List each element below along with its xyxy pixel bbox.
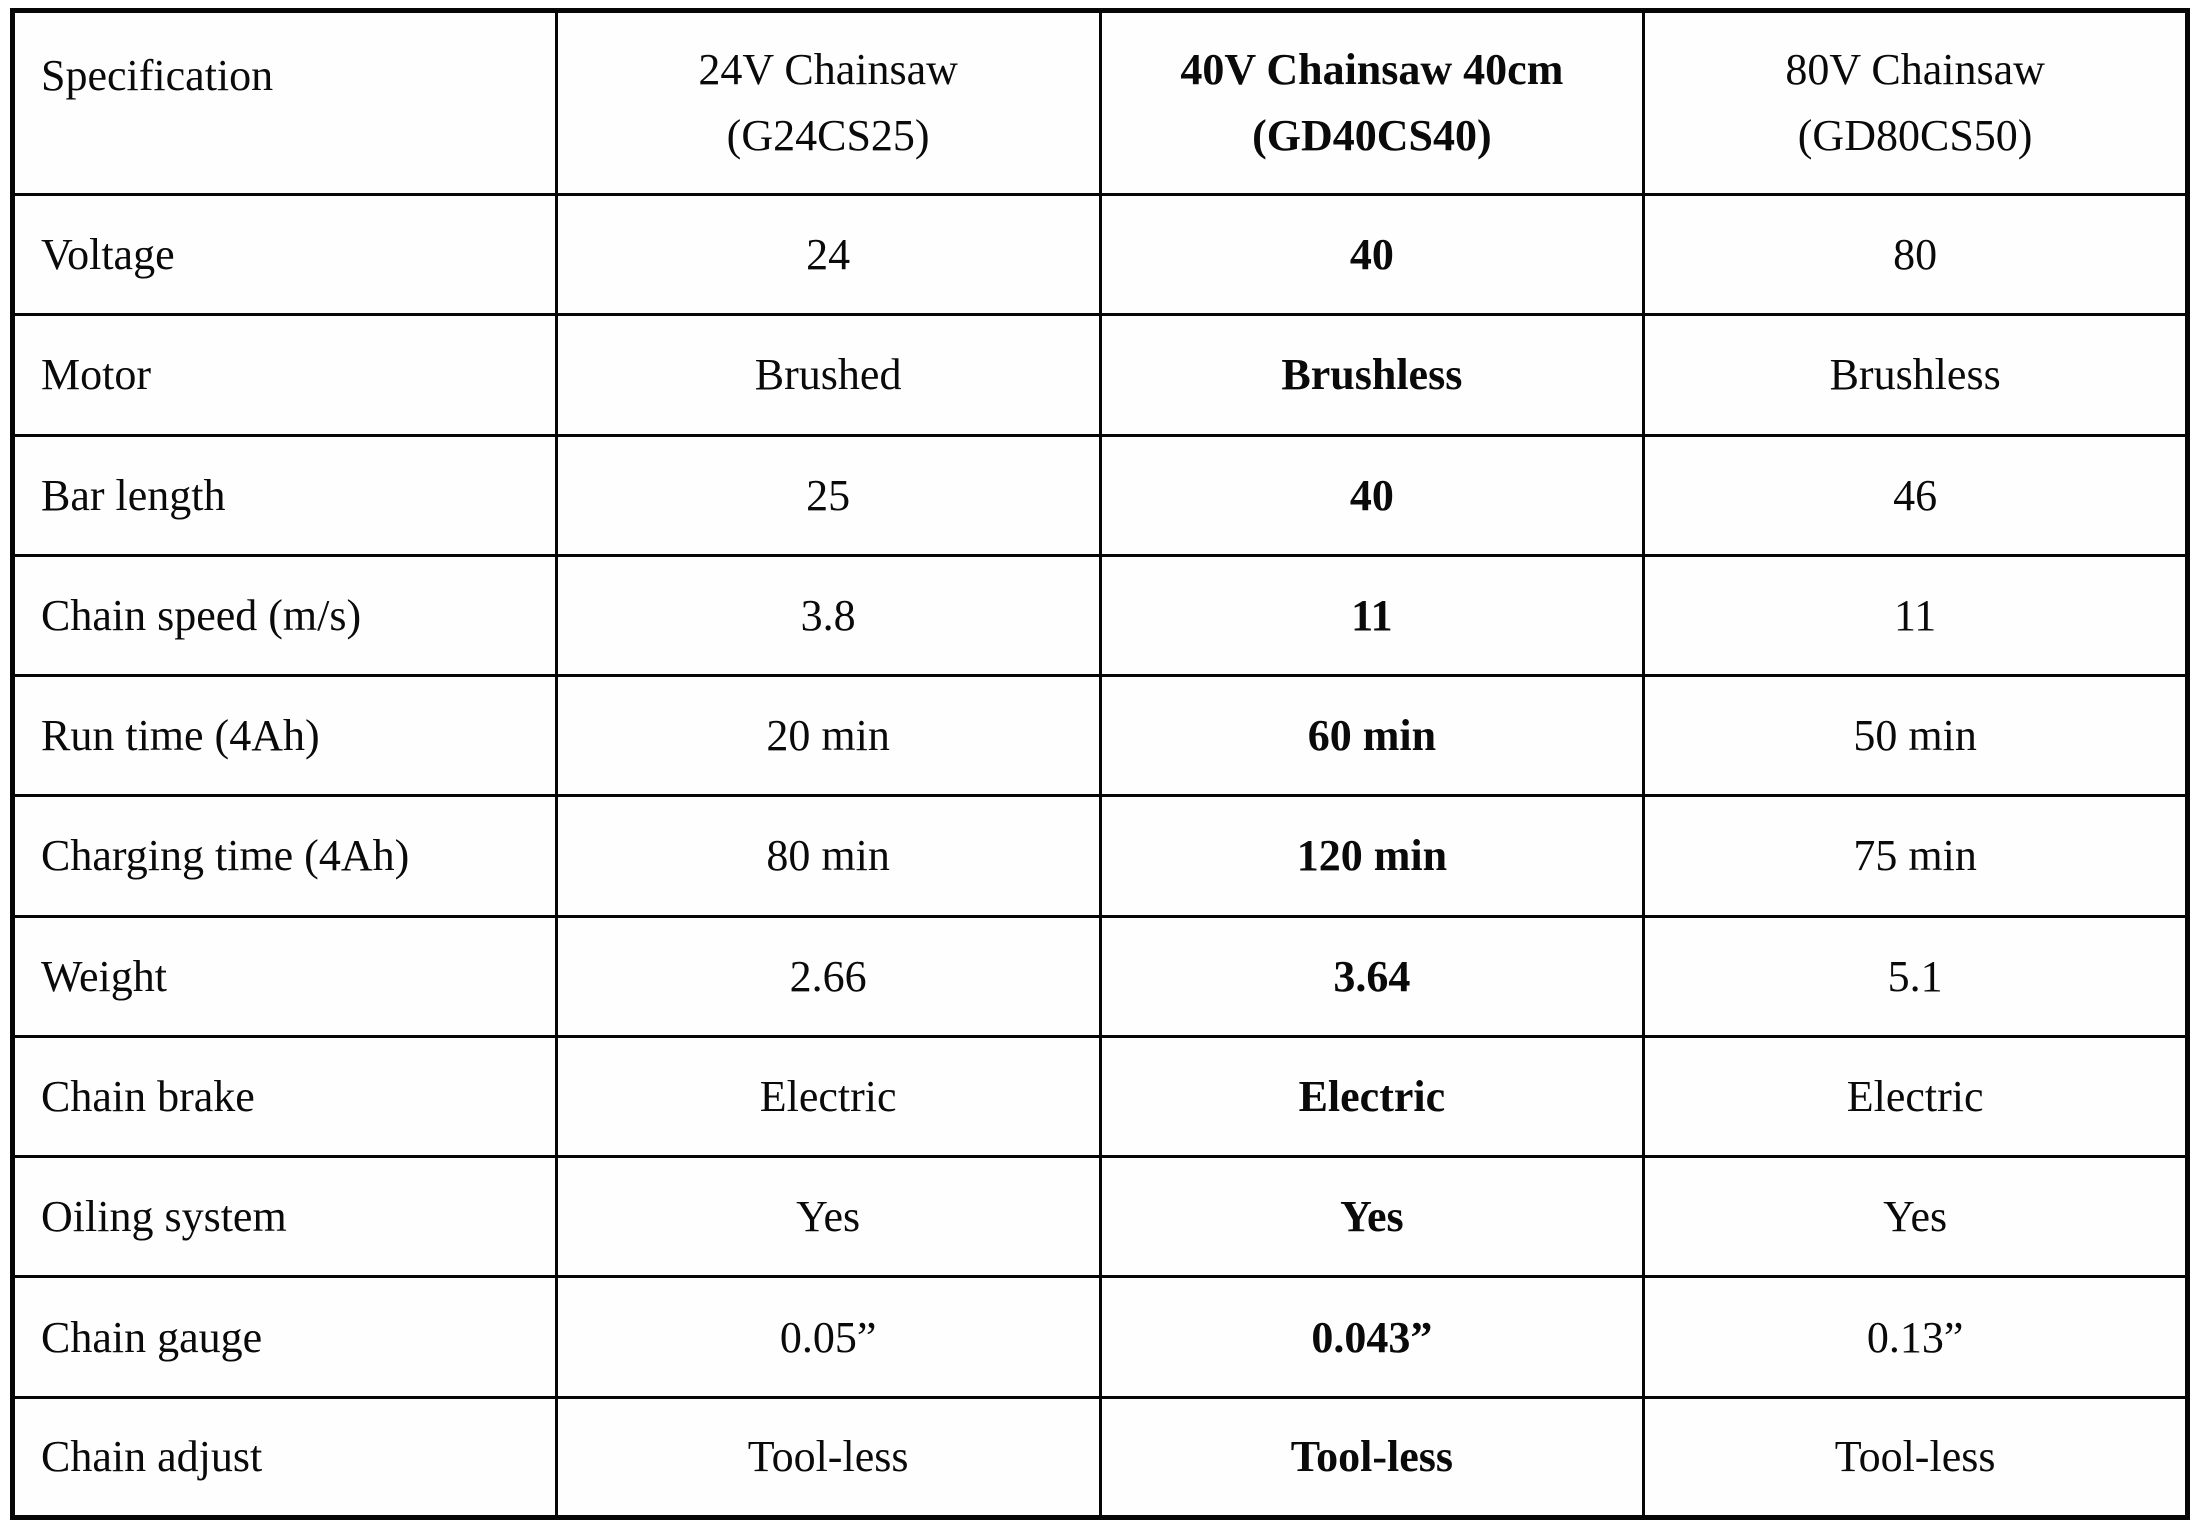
value-cell: 5.1 — [1642, 914, 2189, 1038]
value-cell: Yes — [554, 1155, 1102, 1279]
spec-label: Motor — [11, 313, 558, 437]
table-row-motor: Motor Brushed Brushless Brushless — [11, 313, 2189, 437]
column-header-label: 40V Chainsaw 40cm — [1180, 45, 1564, 94]
table-row-chain-gauge: Chain gauge 0.05” 0.043” 0.13” — [11, 1275, 2189, 1399]
spec-label: Chain brake — [11, 1034, 558, 1159]
value-cell: Tool-less — [1098, 1395, 1646, 1520]
value-cell: Tool-less — [554, 1395, 1102, 1520]
table-row-chain-adjust: Chain adjust Tool-less Tool-less Tool-le… — [11, 1395, 2189, 1520]
value-cell: Electric — [554, 1034, 1102, 1159]
header-row: Specification 24V Chainsaw (G24CS25) 40V… — [11, 9, 2189, 196]
column-header-model: (GD40CS40) — [1252, 111, 1492, 160]
value-cell: Tool-less — [1642, 1395, 2189, 1520]
value-cell: Brushless — [1642, 313, 2189, 437]
value-cell: 11 — [1642, 553, 2189, 678]
spec-label: Bar length — [11, 433, 558, 557]
value-cell: 3.8 — [554, 553, 1102, 678]
value-cell: 2.66 — [554, 914, 1102, 1038]
value-cell: 46 — [1642, 433, 2189, 557]
column-header-40v-chainsaw: 40V Chainsaw 40cm (GD40CS40) — [1098, 9, 1646, 196]
table-row-oiling-system: Oiling system Yes Yes Yes — [11, 1155, 2189, 1279]
value-cell: 80 — [1642, 192, 2189, 317]
chainsaw-spec-comparison-table: Specification 24V Chainsaw (G24CS25) 40V… — [10, 8, 2190, 1520]
value-cell: Electric — [1642, 1034, 2189, 1159]
table-row-chain-speed: Chain speed (m/s) 3.8 11 11 — [11, 553, 2189, 678]
spec-label: Run time (4Ah) — [11, 674, 558, 798]
value-cell: 3.64 — [1098, 914, 1646, 1038]
value-cell: Yes — [1098, 1155, 1646, 1279]
value-cell: 80 min — [554, 794, 1102, 918]
value-cell: Brushless — [1098, 313, 1646, 437]
spec-label: Chain speed (m/s) — [11, 553, 558, 678]
value-cell: 0.05” — [554, 1275, 1102, 1399]
value-cell: 25 — [554, 433, 1102, 557]
table-row-charging-time: Charging time (4Ah) 80 min 120 min 75 mi… — [11, 794, 2189, 918]
column-header-label: 80V Chainsaw — [1785, 45, 2045, 94]
spec-comparison-table-wrapper: Specification 24V Chainsaw (G24CS25) 40V… — [10, 8, 2190, 1520]
value-cell: 60 min — [1098, 674, 1646, 798]
spec-label: Chain gauge — [11, 1275, 558, 1399]
table-row-run-time: Run time (4Ah) 20 min 60 min 50 min — [11, 674, 2189, 798]
table-row-bar-length: Bar length 25 40 46 — [11, 433, 2189, 557]
spec-label: Oiling system — [11, 1155, 558, 1279]
column-header-specification: Specification — [11, 9, 558, 196]
table-row-voltage: Voltage 24 40 80 — [11, 192, 2189, 317]
spec-label: Charging time (4Ah) — [11, 794, 558, 918]
value-cell: 0.13” — [1642, 1275, 2189, 1399]
value-cell: Yes — [1642, 1155, 2189, 1279]
spec-label: Weight — [11, 914, 558, 1038]
value-cell: 0.043” — [1098, 1275, 1646, 1399]
value-cell: Electric — [1098, 1034, 1646, 1159]
value-cell: 40 — [1098, 192, 1646, 317]
value-cell: Brushed — [554, 313, 1102, 437]
value-cell: 50 min — [1642, 674, 2189, 798]
column-header-24v-chainsaw: 24V Chainsaw (G24CS25) — [554, 9, 1102, 196]
value-cell: 75 min — [1642, 794, 2189, 918]
column-header-model: (G24CS25) — [726, 111, 930, 160]
column-header-model: (GD80CS50) — [1797, 111, 2033, 160]
column-header-label: 24V Chainsaw — [698, 45, 958, 94]
value-cell: 120 min — [1098, 794, 1646, 918]
spec-label: Voltage — [11, 192, 558, 317]
value-cell: 24 — [554, 192, 1102, 317]
table-row-chain-brake: Chain brake Electric Electric Electric — [11, 1034, 2189, 1159]
value-cell: 40 — [1098, 433, 1646, 557]
value-cell: 20 min — [554, 674, 1102, 798]
spec-label: Chain adjust — [11, 1395, 558, 1520]
column-header-80v-chainsaw: 80V Chainsaw (GD80CS50) — [1642, 9, 2189, 196]
value-cell: 11 — [1098, 553, 1646, 678]
table-row-weight: Weight 2.66 3.64 5.1 — [11, 914, 2189, 1038]
